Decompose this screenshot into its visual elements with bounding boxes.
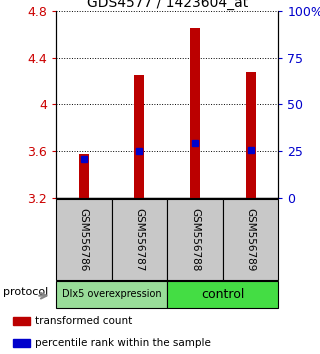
Bar — [245, 72, 256, 198]
Text: GSM556786: GSM556786 — [79, 208, 89, 271]
Text: GSM556787: GSM556787 — [134, 208, 144, 271]
Text: transformed count: transformed count — [35, 316, 132, 326]
Bar — [13, 317, 30, 325]
Bar — [56, 281, 167, 308]
Bar — [79, 154, 89, 198]
Text: percentile rank within the sample: percentile rank within the sample — [35, 338, 211, 348]
Bar — [134, 75, 144, 198]
Bar — [190, 28, 200, 198]
Bar — [112, 199, 167, 280]
Text: protocol: protocol — [3, 287, 48, 297]
Bar — [13, 339, 30, 347]
Bar — [56, 199, 112, 280]
Text: control: control — [201, 288, 244, 301]
Bar — [167, 281, 278, 308]
Title: GDS4577 / 1423604_at: GDS4577 / 1423604_at — [87, 0, 248, 10]
Bar — [167, 199, 223, 280]
Text: Dlx5 overexpression: Dlx5 overexpression — [62, 289, 161, 299]
Text: GSM556789: GSM556789 — [246, 208, 256, 271]
Text: GSM556788: GSM556788 — [190, 208, 200, 271]
Bar — [223, 199, 278, 280]
